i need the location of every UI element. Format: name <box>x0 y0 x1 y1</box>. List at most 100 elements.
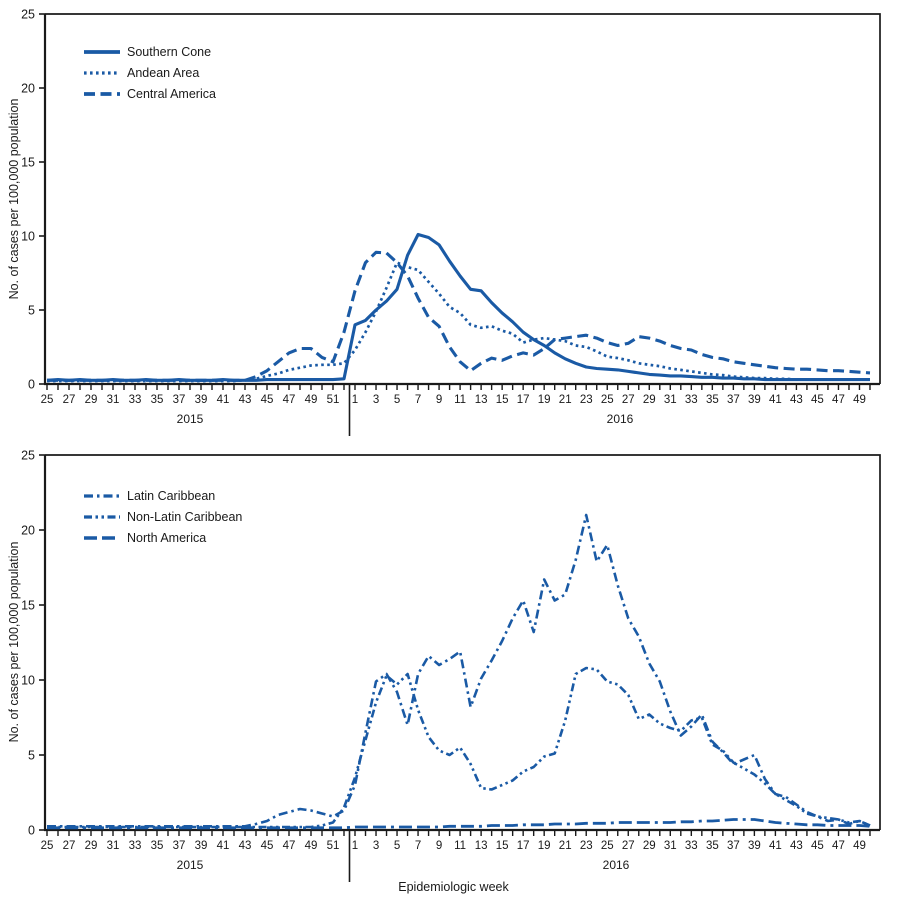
x-tick-label: 23 <box>580 394 593 406</box>
x-tick-label: 49 <box>305 394 318 406</box>
y-tick-label: 5 <box>28 304 35 318</box>
y-tick-label: 10 <box>21 230 35 244</box>
x-tick-label: 43 <box>790 840 803 852</box>
series-line-andean-area <box>47 261 870 383</box>
x-tick-label: 27 <box>63 394 76 406</box>
top-chart-y-axis-title: No. of cases per 100,000 population <box>7 98 21 300</box>
x-tick-label: 29 <box>643 840 656 852</box>
x-tick-label: 41 <box>769 394 782 406</box>
series-line-non-latin-caribbean <box>47 666 871 829</box>
series-line-southern-cone <box>46 232 870 382</box>
x-tick-label: 35 <box>706 840 719 852</box>
plot-frame <box>45 454 881 830</box>
x-tick-label: 15 <box>496 394 509 406</box>
y-tick-label: 0 <box>28 378 35 392</box>
x-tick-label: 1 <box>352 840 358 852</box>
y-tick-label: 5 <box>28 749 35 763</box>
x-tick-label: 7 <box>415 840 421 852</box>
x-tick-label: 45 <box>811 840 824 852</box>
x-tick-label: 33 <box>129 394 142 406</box>
x-tick-label: 33 <box>129 840 142 852</box>
bottom-chart-y-axis-title: No. of cases per 100,000 population <box>7 541 21 743</box>
x-tick-label: 35 <box>151 394 164 406</box>
x-tick-label: 31 <box>107 840 120 852</box>
x-tick-label: 9 <box>436 394 442 406</box>
x-tick-label: 21 <box>559 840 572 852</box>
x-tick-label: 41 <box>217 394 230 406</box>
y-tick-label: 15 <box>21 156 35 170</box>
x-tick-label: 47 <box>832 394 845 406</box>
x-tick-label: 11 <box>454 394 466 406</box>
legend-label: North America <box>127 531 207 545</box>
x-tick-label: 37 <box>727 840 740 852</box>
x-tick-label: 25 <box>601 394 614 406</box>
x-tick-label: 29 <box>85 394 98 406</box>
series-line-latin-caribbean <box>47 513 871 828</box>
legend-label: Andean Area <box>127 66 200 80</box>
x-tick-label: 25 <box>601 840 614 852</box>
x-tick-label: 37 <box>173 840 186 852</box>
bottom-chart-legend: Latin Caribbean Non-Latin Caribbean Nort… <box>84 488 242 546</box>
x-tick-label: 41 <box>769 840 782 852</box>
x-tick-label: 51 <box>327 840 340 852</box>
x-tick-label: 35 <box>706 394 719 406</box>
x-tick-label: 11 <box>454 840 466 852</box>
x-tick-label: 33 <box>685 840 698 852</box>
legend-label: Southern Cone <box>127 45 212 59</box>
x-tick-label: 39 <box>195 840 208 852</box>
legend-item-andean-area: Andean Area <box>84 65 216 81</box>
legend-label: Central America <box>127 87 216 101</box>
legend-item-central-america: Central America <box>84 86 216 102</box>
y-tick-label: 0 <box>28 824 35 838</box>
x-tick-label: 15 <box>496 840 509 852</box>
bottom-chart-year-2015-label: 2015 <box>176 858 204 872</box>
x-tick-label: 45 <box>261 394 274 406</box>
x-tick-label: 21 <box>559 394 572 406</box>
legend-item-north-america: North America <box>84 530 242 546</box>
x-tick-label: 27 <box>622 840 635 852</box>
x-tick-label: 39 <box>748 840 761 852</box>
x-tick-label: 13 <box>475 394 488 406</box>
x-tick-label: 51 <box>327 394 340 406</box>
central-america-line-swatch-icon <box>84 92 120 96</box>
x-tick-label: 47 <box>832 840 845 852</box>
latin-caribbean-line-swatch-icon <box>84 494 120 498</box>
y-tick-label: 25 <box>21 8 35 22</box>
x-tick-label: 1 <box>352 394 358 406</box>
x-tick-label: 25 <box>41 394 54 406</box>
andean-area-line-swatch-icon <box>84 71 120 75</box>
y-tick-label: 25 <box>21 449 35 463</box>
y-tick-label: 20 <box>21 524 35 538</box>
southern-cone-line-swatch-icon <box>84 50 120 54</box>
top-chart-year-2016-label: 2016 <box>606 412 634 426</box>
non-latin-caribbean-line-swatch-icon <box>84 515 120 519</box>
x-tick-label: 49 <box>853 394 866 406</box>
x-tick-label: 47 <box>283 394 296 406</box>
legend-item-latin-caribbean: Latin Caribbean <box>84 488 242 504</box>
x-tick-label: 39 <box>748 394 761 406</box>
plot-frame <box>45 13 881 384</box>
x-tick-label: 31 <box>664 394 677 406</box>
top-chart-legend: Southern Cone Andean Area Central Americ… <box>84 44 216 102</box>
y-tick-label: 15 <box>21 599 35 613</box>
x-tick-label: 5 <box>394 394 400 406</box>
x-tick-label: 47 <box>283 840 296 852</box>
x-tick-label: 23 <box>580 840 593 852</box>
y-tick-label: 20 <box>21 82 35 96</box>
x-tick-label: 3 <box>373 394 379 406</box>
top-chart-year-2015-label: 2015 <box>176 412 204 426</box>
x-tick-label: 43 <box>790 394 803 406</box>
x-tick-label: 45 <box>261 840 274 852</box>
x-tick-label: 5 <box>394 840 400 852</box>
x-tick-label: 29 <box>643 394 656 406</box>
x-tick-label: 49 <box>305 840 318 852</box>
x-tick-label: 37 <box>727 394 740 406</box>
x-tick-label: 31 <box>664 840 677 852</box>
x-tick-label: 17 <box>517 394 530 406</box>
legend-item-southern-cone: Southern Cone <box>84 44 216 60</box>
x-tick-label: 25 <box>41 840 54 852</box>
x-tick-label: 17 <box>517 840 530 852</box>
x-tick-label: 43 <box>239 394 252 406</box>
x-tick-label: 39 <box>195 394 208 406</box>
